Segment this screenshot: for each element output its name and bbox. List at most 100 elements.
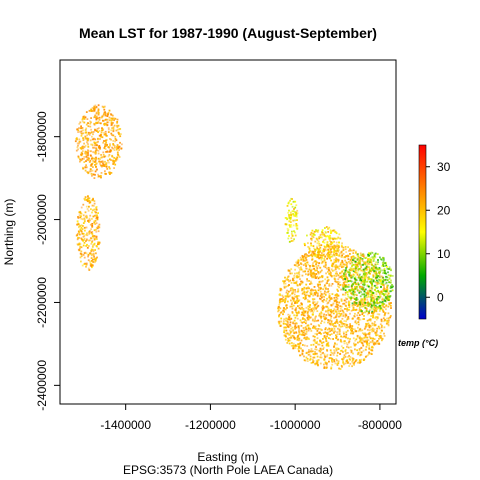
lst-pixel [314,306,316,308]
y-tick-label: -2000000 [35,194,49,245]
lst-pixel [368,266,370,268]
lst-pixel [345,301,347,303]
lst-pixel [324,235,326,237]
lst-pixel [348,347,350,349]
lst-pixel [83,222,85,224]
lst-pixel [89,261,91,263]
lst-pixel [354,313,356,315]
lst-pixel [390,269,392,271]
lst-pixel [102,161,104,163]
lst-pixel [91,136,93,138]
lst-pixel [362,318,364,320]
lst-pixel [374,272,376,274]
lst-pixel [100,154,102,156]
lst-pixel [336,331,338,333]
lst-pixel [286,290,288,292]
lst-pixel [314,286,316,288]
lst-pixel [113,130,115,132]
lst-pixel [303,287,305,289]
lst-pixel [340,340,342,342]
lst-pixel [323,341,325,343]
lst-pixel [367,303,369,305]
lst-pixel [314,251,316,253]
lst-pixel [368,311,370,313]
lst-pixel [287,232,289,234]
lst-pixel [311,254,313,256]
lst-pixel [295,331,297,333]
lst-pixel [104,170,106,172]
lst-pixel [95,252,97,254]
lst-pixel [345,327,347,329]
lst-pixel [96,112,98,114]
lst-pixel [373,265,375,267]
lst-pixel [336,336,338,338]
lst-pixel [279,288,281,290]
lst-pixel [333,345,335,347]
lst-pixel [303,321,305,323]
lst-pixel [293,225,295,227]
lst-pixel [373,313,375,315]
lst-pixel [308,255,310,257]
lst-pixel [86,111,88,113]
lst-pixel [366,297,368,299]
lst-pixel [109,145,111,147]
lst-pixel [87,208,89,210]
lst-pixel [103,163,105,165]
lst-pixel [91,173,93,175]
lst-pixel [386,276,388,278]
lst-pixel [97,219,99,221]
lst-pixel [325,338,327,340]
lst-pixel [381,259,383,261]
lst-pixel [317,305,319,307]
lst-pixel [114,157,116,159]
lst-pixel [292,329,294,331]
lst-pixel [325,249,327,251]
lst-pixel [289,226,291,228]
lst-pixel [353,293,355,295]
lst-pixel [306,278,308,280]
lst-pixel [323,367,325,369]
lst-pixel [339,284,341,286]
lst-pixel [285,318,287,320]
lst-pixel [90,117,92,119]
lst-pixel [310,350,312,352]
lst-pixel [350,250,352,252]
lst-pixel [334,297,336,299]
lst-pixel [346,310,348,312]
lst-pixel [341,299,343,301]
lst-pixel [105,148,107,150]
lst-pixel [308,269,310,271]
lst-pixel [333,241,335,243]
lst-pixel [298,338,300,340]
lst-pixel [344,325,346,327]
lst-pixel [308,273,310,275]
lst-pixel [86,238,88,240]
lst-pixel [390,315,392,317]
lst-pixel [341,242,343,244]
lst-pixel [278,316,280,318]
lst-pixel [338,360,340,362]
lst-pixel [312,312,314,314]
lst-pixel [368,305,370,307]
lst-pixel [77,220,79,222]
lst-pixel [360,257,362,259]
lst-pixel [335,257,337,259]
lst-pixel [349,323,351,325]
lst-pixel [306,337,308,339]
lst-pixel [344,260,346,262]
lst-pixel [95,163,97,165]
lst-pixel [96,169,98,171]
lst-pixel [342,318,344,320]
lst-pixel [333,308,335,310]
lst-pixel [319,284,321,286]
lst-pixel [388,302,390,304]
lst-pixel [370,253,372,255]
lst-pixel [345,251,347,253]
lst-pixel [337,310,339,312]
colorbar-ramp [419,145,426,319]
lst-pixel [326,292,328,294]
lst-pixel [300,342,302,344]
lst-pixel [84,138,86,140]
lst-pixel [376,275,378,277]
lst-pixel [381,283,383,285]
